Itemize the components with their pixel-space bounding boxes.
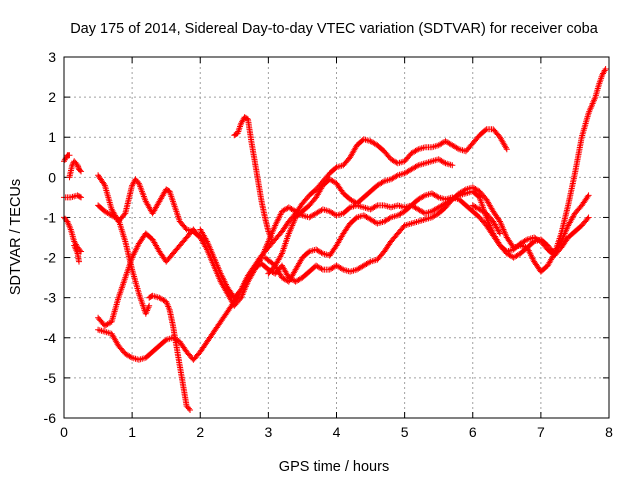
y-tick-label: -5 [44,370,57,386]
y-tick-label: 2 [48,89,56,105]
x-tick-label: 1 [128,424,136,440]
chart-title: Day 175 of 2014, Sidereal Day-to-day VTE… [70,21,599,37]
y-tick-label: -4 [44,330,57,346]
x-tick-label: 6 [469,424,477,440]
y-tick-label: -6 [44,410,57,426]
x-tick-label: 4 [333,424,341,440]
x-axis-label: GPS time / hours [279,459,389,475]
y-tick-label: -2 [44,250,57,266]
x-tick-label: 0 [60,424,68,440]
x-tick-label: 8 [605,424,613,440]
y-tick-labels: 3 2 1 0 -1 -2 -3 -4 -5 -6 [44,49,57,426]
y-tick-label: 0 [48,169,56,185]
y-tick-label: -3 [44,290,57,306]
y-tick-label: 1 [48,129,56,145]
x-tick-label: 3 [264,424,272,440]
y-tick-label: -1 [44,209,57,225]
x-tick-label: 7 [537,424,545,440]
y-tick-label: 3 [48,49,56,65]
x-tick-labels: 0 1 2 3 4 5 6 7 8 [60,424,613,440]
x-tick-label: 5 [401,424,409,440]
x-tick-label: 2 [196,424,204,440]
y-axis-label: SDTVAR / TECUs [8,179,24,295]
grid-lines [64,57,609,418]
plot-frame [63,56,610,419]
